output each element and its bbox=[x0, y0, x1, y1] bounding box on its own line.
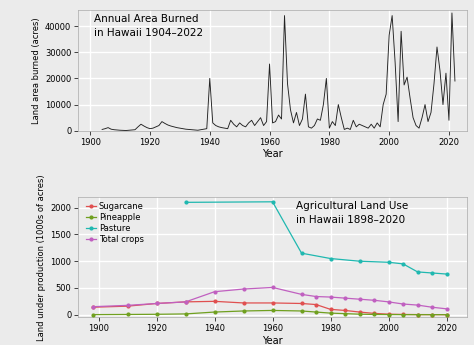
Pasture bbox=[400, 262, 406, 266]
Line: Pineapple: Pineapple bbox=[91, 308, 449, 317]
Y-axis label: Land under production (1000s of acres): Land under production (1000s of acres) bbox=[37, 174, 46, 341]
Pasture bbox=[182, 200, 188, 204]
Pineapple bbox=[400, 313, 406, 317]
Sugarcane bbox=[328, 307, 333, 312]
Pineapple bbox=[154, 312, 159, 316]
Total crops bbox=[342, 296, 348, 300]
Pineapple bbox=[182, 312, 188, 316]
Pasture bbox=[299, 251, 304, 255]
Sugarcane bbox=[241, 301, 246, 305]
Pineapple bbox=[386, 313, 392, 317]
Sugarcane bbox=[154, 302, 159, 306]
Text: Agricultural Land Use
in Hawaii 1898–2020: Agricultural Land Use in Hawaii 1898–202… bbox=[296, 200, 408, 225]
Pineapple bbox=[357, 312, 363, 316]
Pasture bbox=[444, 272, 449, 276]
Legend: Sugarcane, Pineapple, Pasture, Total crops: Sugarcane, Pineapple, Pasture, Total cro… bbox=[86, 202, 144, 244]
Sugarcane bbox=[429, 313, 435, 317]
Pineapple bbox=[415, 313, 420, 317]
Pineapple bbox=[429, 313, 435, 317]
Sugarcane bbox=[415, 313, 420, 317]
Total crops bbox=[429, 305, 435, 309]
Sugarcane bbox=[90, 305, 96, 309]
Pineapple bbox=[212, 310, 218, 314]
Total crops bbox=[154, 302, 159, 306]
Sugarcane bbox=[400, 312, 406, 316]
Total crops bbox=[182, 300, 188, 304]
X-axis label: Year: Year bbox=[262, 336, 283, 345]
Text: Annual Area Burned
in Hawaii 1904–2022: Annual Area Burned in Hawaii 1904–2022 bbox=[94, 14, 203, 38]
Pineapple bbox=[328, 311, 333, 315]
Sugarcane bbox=[386, 312, 392, 316]
Total crops bbox=[328, 295, 333, 299]
Pineapple bbox=[270, 308, 275, 313]
Pasture bbox=[270, 200, 275, 204]
Sugarcane bbox=[342, 308, 348, 313]
Pasture bbox=[415, 270, 420, 274]
Pineapple bbox=[125, 312, 130, 316]
Total crops bbox=[313, 295, 319, 299]
Total crops bbox=[241, 287, 246, 291]
Pineapple bbox=[444, 313, 449, 317]
Sugarcane bbox=[357, 310, 363, 314]
Sugarcane bbox=[371, 311, 377, 315]
Line: Pasture: Pasture bbox=[183, 200, 449, 276]
Line: Sugarcane: Sugarcane bbox=[91, 299, 449, 317]
Line: Total crops: Total crops bbox=[91, 285, 449, 311]
Pineapple bbox=[371, 312, 377, 316]
Total crops bbox=[415, 303, 420, 307]
Sugarcane bbox=[125, 304, 130, 308]
X-axis label: Year: Year bbox=[262, 149, 283, 159]
Pasture bbox=[386, 260, 392, 264]
Total crops bbox=[386, 300, 392, 304]
Sugarcane bbox=[313, 303, 319, 307]
Total crops bbox=[299, 292, 304, 296]
Pasture bbox=[328, 256, 333, 260]
Pasture bbox=[429, 271, 435, 275]
Total crops bbox=[444, 307, 449, 311]
Total crops bbox=[357, 297, 363, 301]
Total crops bbox=[212, 290, 218, 294]
Total crops bbox=[270, 285, 275, 289]
Pineapple bbox=[241, 309, 246, 313]
Pasture bbox=[357, 259, 363, 263]
Sugarcane bbox=[212, 299, 218, 303]
Y-axis label: Land area burned (acres): Land area burned (acres) bbox=[32, 17, 41, 124]
Total crops bbox=[400, 302, 406, 306]
Pineapple bbox=[342, 312, 348, 316]
Sugarcane bbox=[182, 300, 188, 304]
Total crops bbox=[125, 303, 130, 307]
Total crops bbox=[90, 305, 96, 309]
Sugarcane bbox=[444, 313, 449, 317]
Sugarcane bbox=[299, 302, 304, 306]
Pineapple bbox=[90, 313, 96, 317]
Sugarcane bbox=[270, 301, 275, 305]
Pineapple bbox=[299, 309, 304, 313]
Pineapple bbox=[313, 310, 319, 314]
Total crops bbox=[371, 298, 377, 302]
